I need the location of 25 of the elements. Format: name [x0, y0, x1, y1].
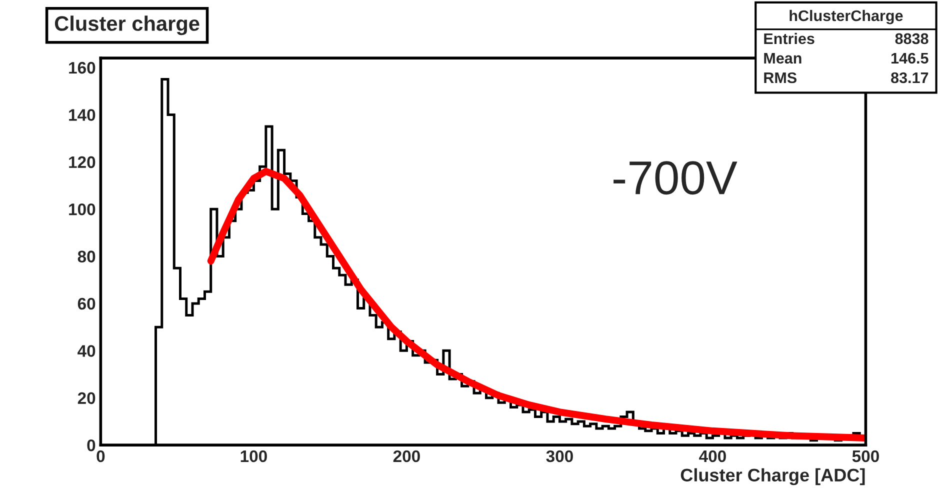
x-tick-label: 200 — [393, 450, 420, 462]
y-tick-label: 80 — [78, 250, 96, 262]
x-tick-label: 300 — [546, 450, 573, 462]
x-axis-title: Cluster Charge [ADC] — [680, 468, 865, 486]
y-tick-label: 60 — [78, 298, 96, 310]
text: 8838 — [895, 33, 928, 44]
x-tick-label: 0 — [96, 450, 105, 462]
y-tick-label: 140 — [69, 109, 96, 121]
y-tick-label: 40 — [78, 345, 96, 357]
y-tick-label: 120 — [69, 156, 96, 168]
y-tick-label: 100 — [69, 203, 96, 216]
y-tick-label: 160 — [69, 62, 96, 74]
annotation: Mean — [764, 52, 802, 64]
annotation: -700V — [614, 161, 738, 195]
text: 146.5 — [892, 52, 928, 64]
x-tick-label: 400 — [699, 450, 726, 462]
y-tick-label: 20 — [78, 392, 96, 404]
y-tick-label: 0 — [87, 439, 96, 452]
text: Entries — [764, 32, 814, 44]
text: hClusterCharge — [790, 10, 903, 24]
annotation: RMS — [764, 72, 797, 84]
chart-title: Cluster charge — [54, 16, 200, 36]
x-tick-label: 500 — [852, 450, 879, 462]
x-tick-label: 100 — [240, 450, 267, 462]
text: 83.17 — [891, 72, 928, 84]
